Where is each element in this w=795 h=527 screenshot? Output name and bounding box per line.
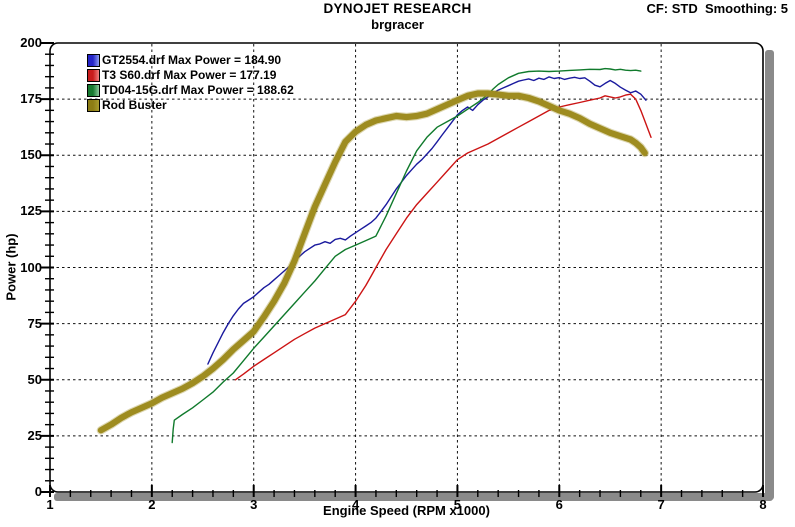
y-tick-label: 200 xyxy=(20,35,42,50)
x-tick-label: 6 xyxy=(555,497,563,512)
legend-swatch-icon xyxy=(87,84,100,97)
legend-item: Rod Buster xyxy=(87,98,294,113)
run-name: brgracer xyxy=(371,17,424,32)
legend-item: TD04-15G.drf Max Power = 188.62 xyxy=(87,83,294,98)
legend-label: T3 S60.drf Max Power = 177.19 xyxy=(102,68,277,82)
legend-item: T3 S60.drf Max Power = 177.19 xyxy=(87,68,294,83)
y-tick-label: 175 xyxy=(20,91,42,107)
frame-shadow-right xyxy=(765,50,774,500)
legend-swatch-icon xyxy=(87,54,100,67)
y-tick-label: 50 xyxy=(27,371,42,387)
y-tick-label: 0 xyxy=(34,484,42,499)
x-tick-label: 5 xyxy=(453,497,462,512)
y-tick-label: 100 xyxy=(20,259,42,275)
legend-label: GT2554.drf Max Power = 184.90 xyxy=(102,53,282,67)
page-title: DYNOJET RESEARCH xyxy=(323,1,472,16)
x-axis-title: Engine Speed (RPM x1000) xyxy=(323,503,490,518)
x-tick-label: 7 xyxy=(657,497,665,512)
curve-gt2554-drf xyxy=(207,76,647,365)
legend: GT2554.drf Max Power = 184.90 T3 S60.drf … xyxy=(87,53,294,113)
y-tick-label: 25 xyxy=(27,427,42,443)
legend-swatch-icon xyxy=(87,99,100,112)
curve-t3-s60-drf xyxy=(234,93,652,381)
legend-item: GT2554.drf Max Power = 184.90 xyxy=(87,53,294,68)
x-tick-label: 1 xyxy=(46,497,54,512)
legend-label: TD04-15G.drf Max Power = 188.62 xyxy=(102,83,294,97)
y-tick-label: 75 xyxy=(27,315,42,331)
curve-rod-buster xyxy=(97,90,648,434)
x-tick-label: 3 xyxy=(250,497,258,512)
x-tick-label: 8 xyxy=(759,497,767,512)
curve-td04-15g-drf xyxy=(171,67,642,444)
x-tick-label: 4 xyxy=(351,497,360,512)
correction-smoothing-status: CF: STD Smoothing: 5 xyxy=(646,1,788,16)
y-tick-label: 125 xyxy=(20,203,42,219)
x-tick-label: 2 xyxy=(148,497,156,512)
legend-label: Rod Buster xyxy=(102,98,167,112)
y-tick-label: 150 xyxy=(20,147,42,163)
legend-swatch-icon xyxy=(87,69,100,82)
